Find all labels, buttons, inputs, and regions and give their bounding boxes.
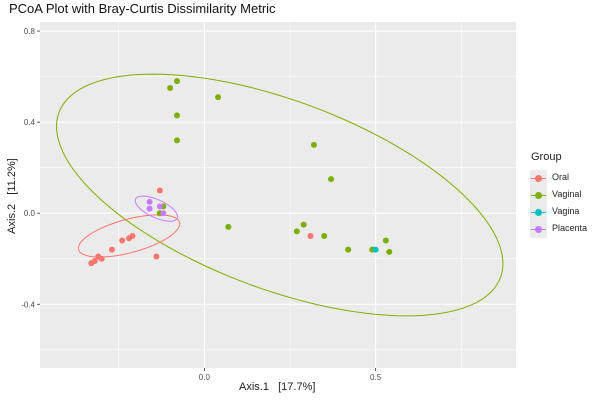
point-placenta-3 — [156, 203, 163, 210]
point-vaginal-3 — [173, 137, 180, 144]
legend-dot-oral — [535, 175, 542, 182]
point-oral-4 — [108, 246, 115, 253]
legend-item-vagina: Vagina — [530, 204, 598, 221]
point-vagina-0 — [372, 246, 379, 253]
point-vaginal-8 — [310, 141, 317, 148]
legend-item-oral: Oral — [530, 170, 598, 187]
point-vaginal-2 — [173, 112, 180, 119]
legend-item-placenta: Placenta — [530, 221, 598, 238]
grid-layer — [40, 22, 516, 368]
point-layer — [88, 78, 393, 267]
point-oral-3 — [98, 255, 105, 262]
point-vaginal-4 — [215, 94, 222, 101]
point-oral-8 — [153, 253, 160, 260]
ellipse-layer — [56, 73, 504, 317]
point-vaginal-9 — [321, 232, 328, 239]
point-vaginal-11 — [345, 246, 352, 253]
point-vaginal-5 — [225, 223, 232, 230]
legend-label-placenta: Placenta — [552, 223, 588, 233]
legend-dot-vaginal — [535, 192, 542, 199]
point-vaginal-1 — [173, 78, 180, 85]
y-tick-label-1: 0.0 — [24, 209, 36, 218]
legend-item-vaginal: Vaginal — [530, 187, 598, 204]
legend: Group Oral Vaginal Vagina — [520, 151, 598, 238]
legend-label-oral: Oral — [552, 172, 570, 182]
point-oral-1 — [91, 258, 98, 265]
point-vaginal-13 — [382, 237, 389, 244]
legend-key-oral — [530, 170, 547, 187]
x-tick-label-1: 0.5 — [370, 373, 382, 382]
plot-panel — [40, 22, 516, 368]
y-tick-label-0: -0.4 — [21, 300, 35, 309]
x-tick-label-0: 0.0 — [199, 373, 211, 382]
x-axis-label: Axis.1 [17.7%] — [239, 381, 316, 393]
legend-dot-placenta — [535, 226, 542, 233]
legend-label-vagina: Vagina — [552, 206, 580, 216]
point-placenta-0 — [146, 198, 153, 205]
y-tick-label-3: 0.8 — [24, 27, 36, 36]
point-vaginal-10 — [328, 176, 335, 183]
point-oral-11 — [307, 232, 314, 239]
ellipse-oral — [77, 214, 181, 258]
chart-title: PCoA Plot with Bray-Curtis Dissimilarity… — [9, 1, 276, 16]
point-vaginal-7 — [300, 221, 307, 228]
point-placenta-2 — [160, 210, 167, 217]
point-vaginal-6 — [293, 228, 300, 235]
legend-title: Group — [531, 151, 562, 163]
point-oral-7 — [129, 232, 136, 239]
tick-layer: 0.0 0.5 -0.4 0.0 0.4 0.8 — [21, 27, 382, 382]
legend-key-placenta — [530, 221, 547, 238]
legend-dot-vagina — [535, 209, 542, 216]
point-oral-5 — [119, 237, 126, 244]
ellipse-placenta — [134, 195, 179, 222]
point-vaginal-14 — [386, 248, 393, 255]
legend-label-vaginal: Vaginal — [552, 189, 582, 199]
y-tick-label-2: 0.4 — [24, 118, 36, 127]
ellipse-vaginal — [56, 73, 504, 317]
legend-key-vaginal — [530, 187, 547, 204]
point-placenta-1 — [146, 205, 153, 212]
legend-key-vagina — [530, 204, 547, 221]
point-oral-9 — [156, 187, 163, 194]
y-axis-label: Axis.2 [11.2%] — [6, 158, 18, 234]
point-vaginal-0 — [167, 85, 174, 92]
